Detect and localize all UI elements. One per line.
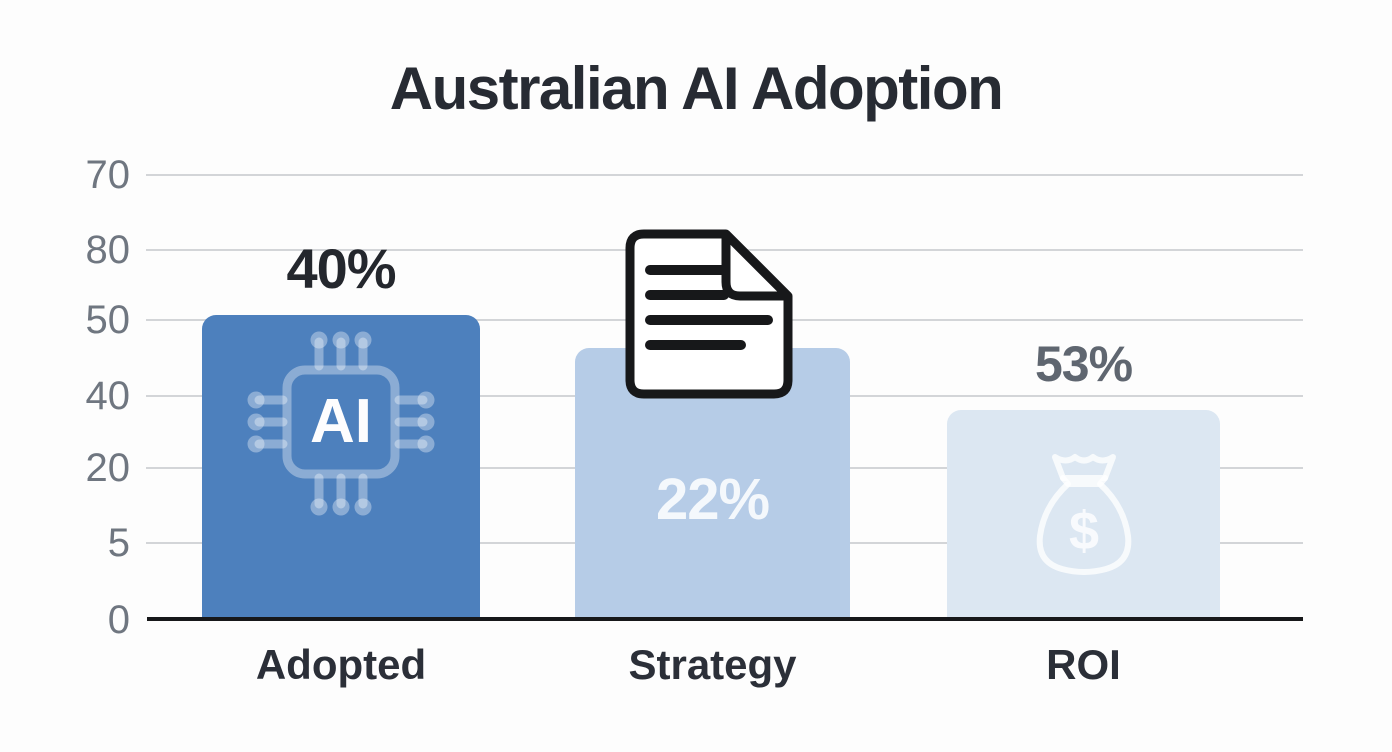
y-axis-tick-label: 70 [85, 153, 131, 197]
gridline [146, 174, 1303, 176]
y-axis-tick-label: 50 [85, 298, 131, 342]
value-label-adopted: 40% [286, 237, 396, 300]
chart-title: Australian AI Adoption [389, 55, 1004, 122]
money-bag-icon: $ [1036, 454, 1132, 575]
y-axis-tick-label: 40 [85, 374, 131, 418]
bar-adopted [202, 315, 480, 617]
value-label-strategy: 22% [655, 467, 770, 532]
y-axis-tick-label: 5 [107, 521, 130, 565]
document-icon [625, 229, 793, 399]
bar-roi [947, 410, 1220, 617]
ai-chip-icon: AI [247, 331, 435, 516]
y-axis-tick-label: 0 [107, 598, 130, 642]
dollar-sign: $ [1069, 501, 1099, 561]
x-axis-label-roi: ROI [1046, 641, 1121, 688]
x-axis-label-strategy: Strategy [628, 641, 797, 688]
x-axis-line [147, 617, 1303, 621]
x-axis-label-adopted: Adopted [255, 641, 427, 688]
y-axis-tick-label: 80 [85, 228, 131, 272]
y-axis-tick-label: 20 [85, 446, 131, 490]
value-label-roi: 53% [1034, 336, 1133, 392]
ai-chip-label: AI [310, 387, 372, 456]
